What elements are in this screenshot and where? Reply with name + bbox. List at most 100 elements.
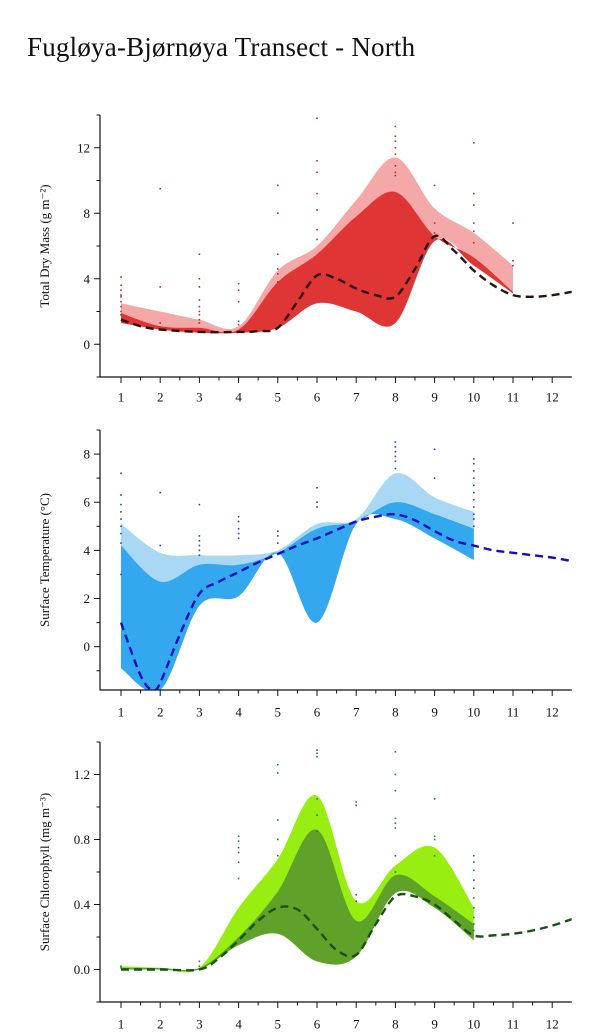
sample-point	[277, 273, 279, 275]
sample-point	[120, 472, 122, 475]
sample-point	[394, 822, 397, 825]
x-tick-label: 12	[546, 1017, 559, 1032]
sample-point	[316, 171, 318, 174]
sample-point	[394, 140, 397, 142]
sample-point	[473, 142, 475, 144]
sample-point	[394, 773, 397, 776]
sample-point	[237, 300, 240, 303]
y-tick-label: 4	[84, 543, 91, 558]
mean-dashed-line	[120, 892, 572, 972]
sample-point	[473, 477, 475, 479]
sample-point	[198, 539, 201, 542]
y-tick-label: 0.8	[74, 832, 90, 847]
x-tick-label: 11	[507, 390, 520, 405]
sample-point	[198, 549, 201, 552]
sample-point	[277, 763, 279, 766]
sample-point	[473, 906, 475, 909]
y-tick-label: 0	[84, 337, 91, 352]
sample-point	[394, 871, 397, 873]
sample-point	[473, 458, 475, 460]
x-tick-label: 2	[157, 1017, 164, 1032]
sample-point	[120, 294, 122, 296]
x-tick-label: 3	[196, 705, 203, 720]
sample-point	[473, 462, 475, 465]
x-tick-label: 9	[431, 1017, 438, 1032]
sample-point	[198, 554, 201, 556]
sample-point	[237, 520, 240, 523]
x-tick-label: 7	[353, 705, 360, 720]
sample-point	[237, 846, 240, 849]
sample-point	[316, 192, 318, 195]
sample-point	[316, 501, 318, 504]
sample-point	[198, 318, 201, 321]
sample-point	[473, 916, 475, 919]
sample-point	[394, 455, 397, 458]
mean-dashed-line	[120, 234, 572, 334]
sample-point	[316, 117, 318, 120]
sample-point	[237, 877, 240, 880]
sample-point	[277, 772, 279, 774]
sample-point	[473, 484, 475, 487]
sample-point	[473, 506, 475, 508]
x-tick-label: 5	[275, 390, 282, 405]
sample-point	[473, 491, 475, 494]
sample-point	[120, 511, 122, 513]
sample-point	[473, 470, 475, 472]
x-tick-label: 7	[353, 390, 360, 405]
sample-point	[120, 300, 122, 303]
sample-point	[198, 299, 201, 301]
sample-point	[198, 503, 201, 506]
x-tick-label: 5	[275, 705, 282, 720]
sample-point	[473, 230, 475, 233]
plot-area	[120, 157, 572, 334]
sample-point	[316, 798, 318, 800]
sample-point	[120, 573, 122, 576]
y-tick-label: 8	[84, 206, 91, 221]
sample-point	[394, 153, 397, 156]
x-tick-label: 4	[235, 705, 242, 720]
y-tick-label: 6	[84, 495, 91, 510]
sample-point	[198, 965, 201, 968]
sample-point	[355, 804, 357, 807]
sample-point	[120, 525, 122, 528]
sample-point	[473, 518, 475, 520]
sample-point	[120, 310, 122, 313]
sample-point	[237, 835, 240, 838]
sample-point	[316, 486, 318, 489]
sample-point	[473, 854, 475, 857]
sample-point	[277, 530, 279, 532]
sample-point	[355, 900, 357, 903]
x-tick-label: 9	[431, 705, 438, 720]
sample-point	[237, 537, 240, 540]
x-tick-label: 1	[118, 1017, 125, 1032]
sample-point	[120, 305, 122, 308]
sample-point	[394, 750, 397, 753]
x-tick-label: 1	[118, 705, 125, 720]
x-tick-label: 12	[546, 705, 559, 720]
sample-point	[433, 838, 436, 841]
sample-point	[159, 491, 161, 494]
sample-point	[355, 893, 357, 896]
page-title: Fugløya-Bjørnøya Transect - North	[27, 32, 416, 62]
sample-point	[394, 450, 397, 453]
sample-point	[433, 448, 436, 451]
sample-point	[433, 854, 436, 857]
x-tick-label: 10	[467, 705, 480, 720]
sample-point	[120, 542, 122, 544]
sample-point	[394, 441, 397, 443]
sample-point	[159, 187, 161, 190]
x-tick-label: 5	[275, 1017, 282, 1032]
sample-point	[198, 286, 201, 288]
inner-range-band	[121, 829, 474, 972]
y-tick-label: 0.4	[74, 897, 91, 912]
sample-point	[394, 171, 397, 174]
sample-point	[198, 544, 201, 547]
sample-point	[355, 801, 357, 803]
x-tick-label: 6	[314, 1017, 321, 1032]
sample-point	[237, 861, 240, 864]
sample-point	[277, 819, 279, 821]
sample-point	[394, 789, 397, 792]
x-tick-label: 8	[392, 390, 399, 405]
